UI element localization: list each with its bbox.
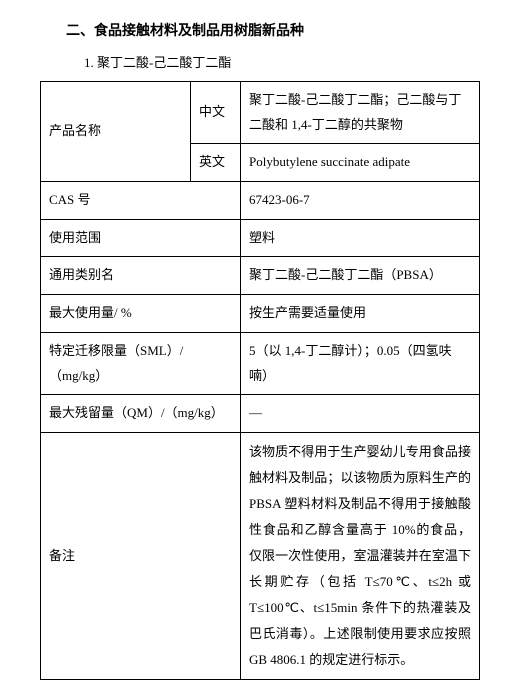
value-name-cn: 聚丁二酸-己二酸丁二酯；己二酸与丁二酸和 1,4-丁二醇的共聚物 (241, 82, 480, 144)
value-cas: 67423-06-7 (241, 182, 480, 220)
list-item-1: 1. 聚丁二酸-己二酸丁二酯 (30, 52, 486, 71)
label-sml: 特定迁移限量（SML）/（mg/kg） (41, 332, 241, 394)
label-remarks: 备注 (41, 432, 241, 679)
label-generic-name: 通用类别名 (41, 257, 241, 295)
label-en: 英文 (191, 144, 241, 182)
value-max-usage: 按生产需要适量使用 (241, 295, 480, 333)
spec-table: 产品名称 中文 聚丁二酸-己二酸丁二酯；己二酸与丁二酸和 1,4-丁二醇的共聚物… (40, 81, 480, 680)
label-max-usage: 最大使用量/ % (41, 295, 241, 333)
label-product-name: 产品名称 (41, 82, 191, 182)
value-generic-name: 聚丁二酸-己二酸丁二酯（PBSA） (241, 257, 480, 295)
label-cas: CAS 号 (41, 182, 241, 220)
label-qm: 最大残留量（QM）/（mg/kg） (41, 395, 241, 433)
label-scope: 使用范围 (41, 219, 241, 257)
section-title: 二、食品接触材料及制品用树脂新品种 (30, 20, 486, 40)
value-qm: — (241, 395, 480, 433)
value-remarks: 该物质不得用于生产婴幼儿专用食品接触材料及制品；以该物质为原料生产的 PBSA … (241, 432, 480, 679)
value-name-en: Polybutylene succinate adipate (241, 144, 480, 182)
value-sml: 5（以 1,4-丁二醇计）；0.05（四氢呋喃） (241, 332, 480, 394)
label-cn: 中文 (191, 82, 241, 144)
value-scope: 塑料 (241, 219, 480, 257)
